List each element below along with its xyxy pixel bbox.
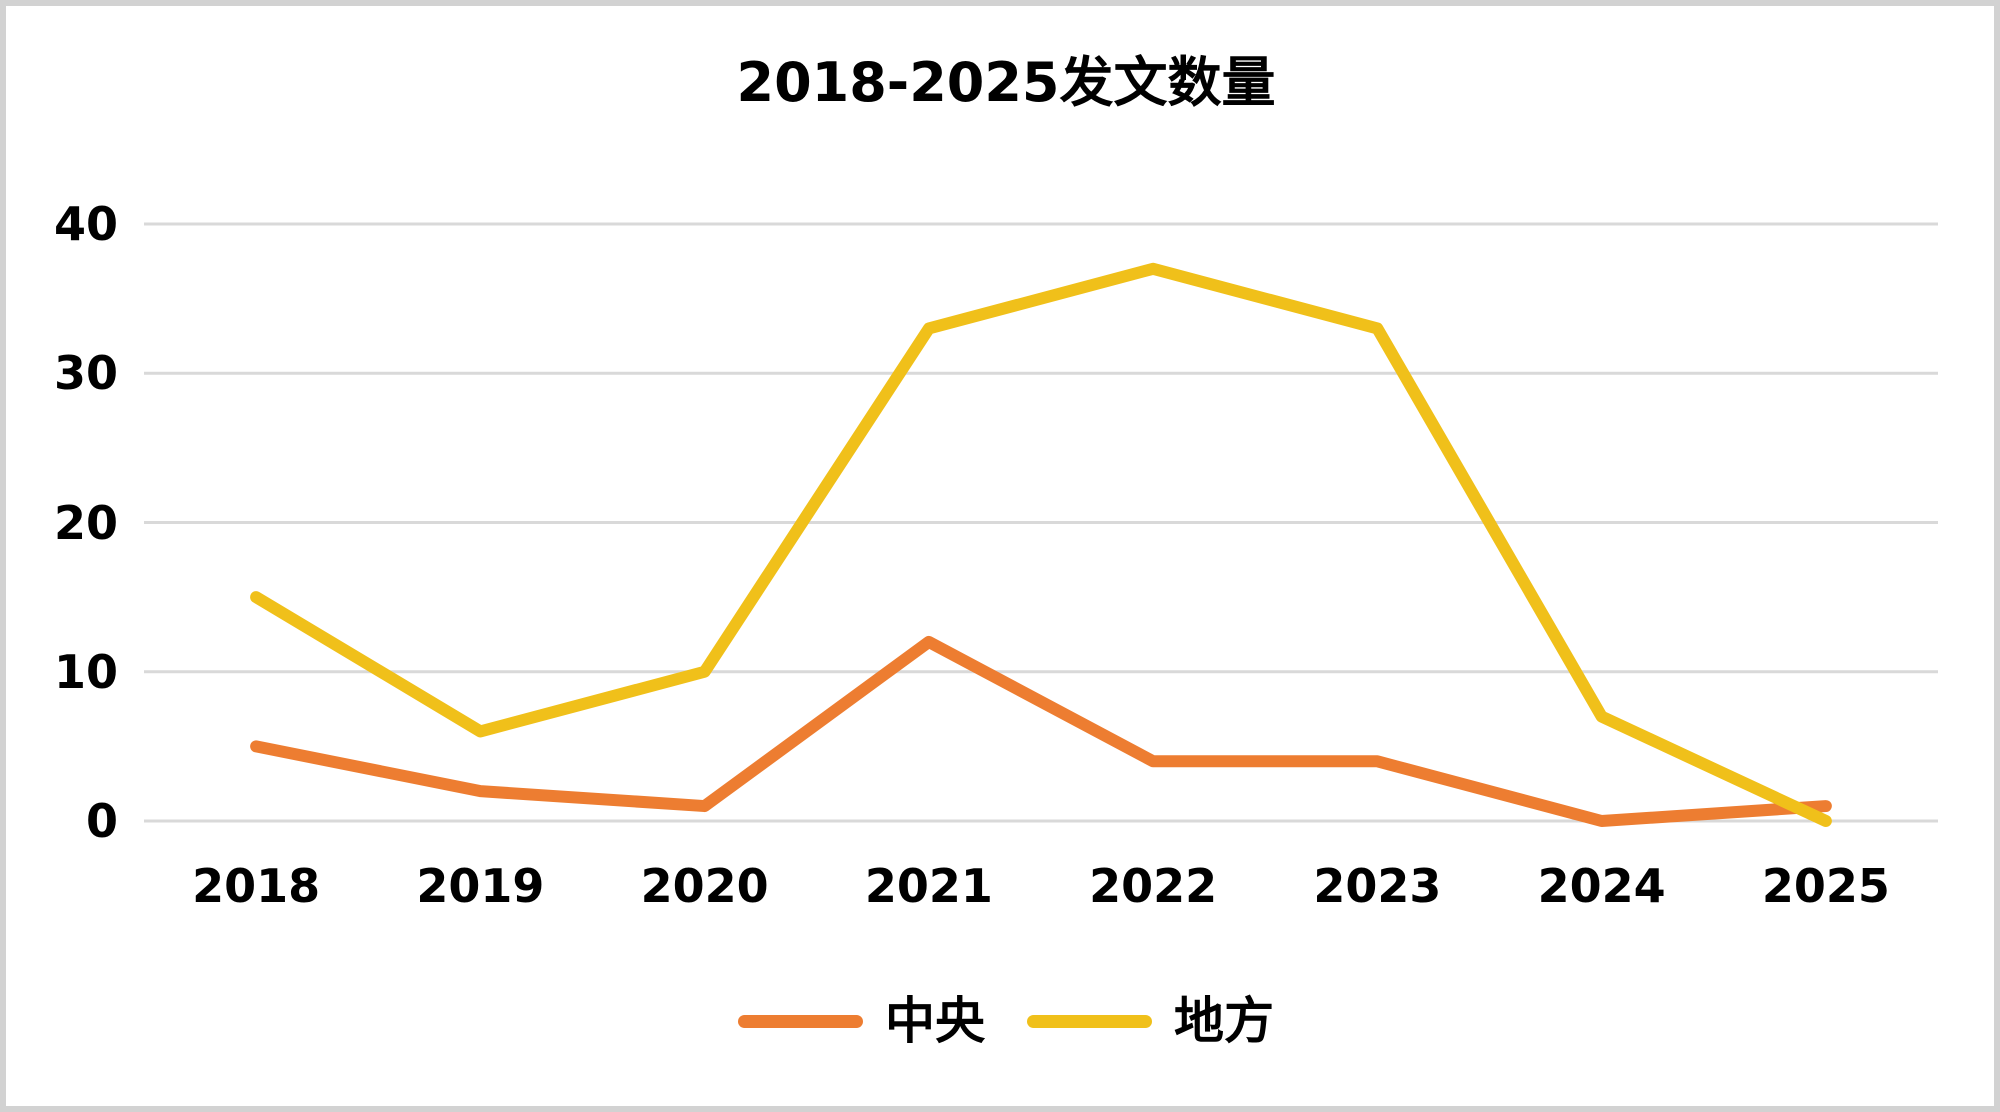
y-tick-label-10: 10 (53, 644, 118, 699)
legend-swatch-central (738, 1014, 863, 1028)
x-category-label-2025: 2025 (1761, 859, 1890, 913)
x-category-label-2022: 2022 (1089, 859, 1218, 913)
series-line-central (250, 635, 1832, 827)
y-tick-label-40: 40 (53, 197, 118, 251)
x-category-label-2021: 2021 (864, 859, 993, 913)
chart-canvas (144, 222, 1938, 827)
legend: 中央 地方 (6, 991, 1994, 1051)
y-tick-label-20: 20 (53, 495, 118, 550)
series-line-local (250, 262, 1832, 827)
x-category-label-2023: 2023 (1313, 859, 1442, 913)
y-tick-label-30: 30 (53, 346, 118, 401)
chart-title: 2018-2025发文数量 (736, 51, 1276, 114)
legend-swatch-local (1027, 1014, 1152, 1028)
x-category-label-2018: 2018 (192, 859, 321, 913)
legend-item-central: 中央 (738, 991, 985, 1051)
x-category-label-2024: 2024 (1537, 859, 1666, 913)
y-tick-label-0: 0 (85, 794, 118, 848)
legend-item-local: 地方 (1027, 991, 1274, 1051)
x-category-label-2019: 2019 (416, 859, 545, 913)
legend-label-local: 地方 (1174, 992, 1274, 1050)
x-category-label-2020: 2020 (640, 859, 769, 913)
legend-label-central: 中央 (885, 992, 985, 1050)
